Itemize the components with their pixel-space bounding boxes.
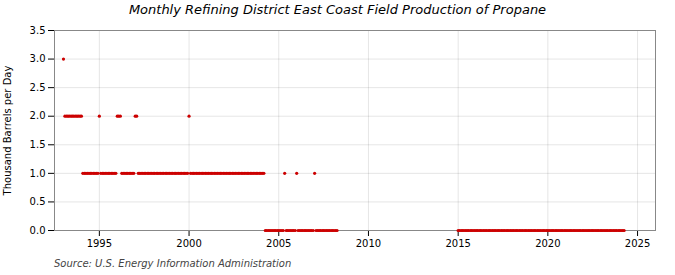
svg-text:3.0: 3.0 [30, 53, 46, 64]
svg-text:1.0: 1.0 [30, 168, 46, 179]
svg-text:2015: 2015 [445, 238, 470, 249]
svg-text:2.0: 2.0 [30, 110, 46, 121]
svg-text:0.5: 0.5 [30, 196, 46, 207]
html-text:Source: U.S. Energy Informatio: Source: U.S. Energy Information Administ… [54, 258, 292, 269]
svg-text:0.0: 0.0 [30, 225, 46, 236]
svg-text:2025: 2025 [625, 238, 650, 249]
svg-text:1.5: 1.5 [30, 139, 46, 150]
svg-text:2.5: 2.5 [30, 82, 46, 93]
svg-text:1995: 1995 [87, 238, 112, 249]
svg-text:3.5: 3.5 [30, 25, 46, 36]
svg-text:2005: 2005 [266, 238, 291, 249]
svg-text:2020: 2020 [535, 238, 560, 249]
svg-text:2010: 2010 [356, 238, 381, 249]
svg-text:Thousand Barrels per Day: Thousand Barrels per Day [2, 66, 13, 197]
svg-text:2000: 2000 [176, 238, 201, 249]
html-text:Monthly Refining District East: Monthly Refining District East Coast Fie… [128, 2, 547, 17]
